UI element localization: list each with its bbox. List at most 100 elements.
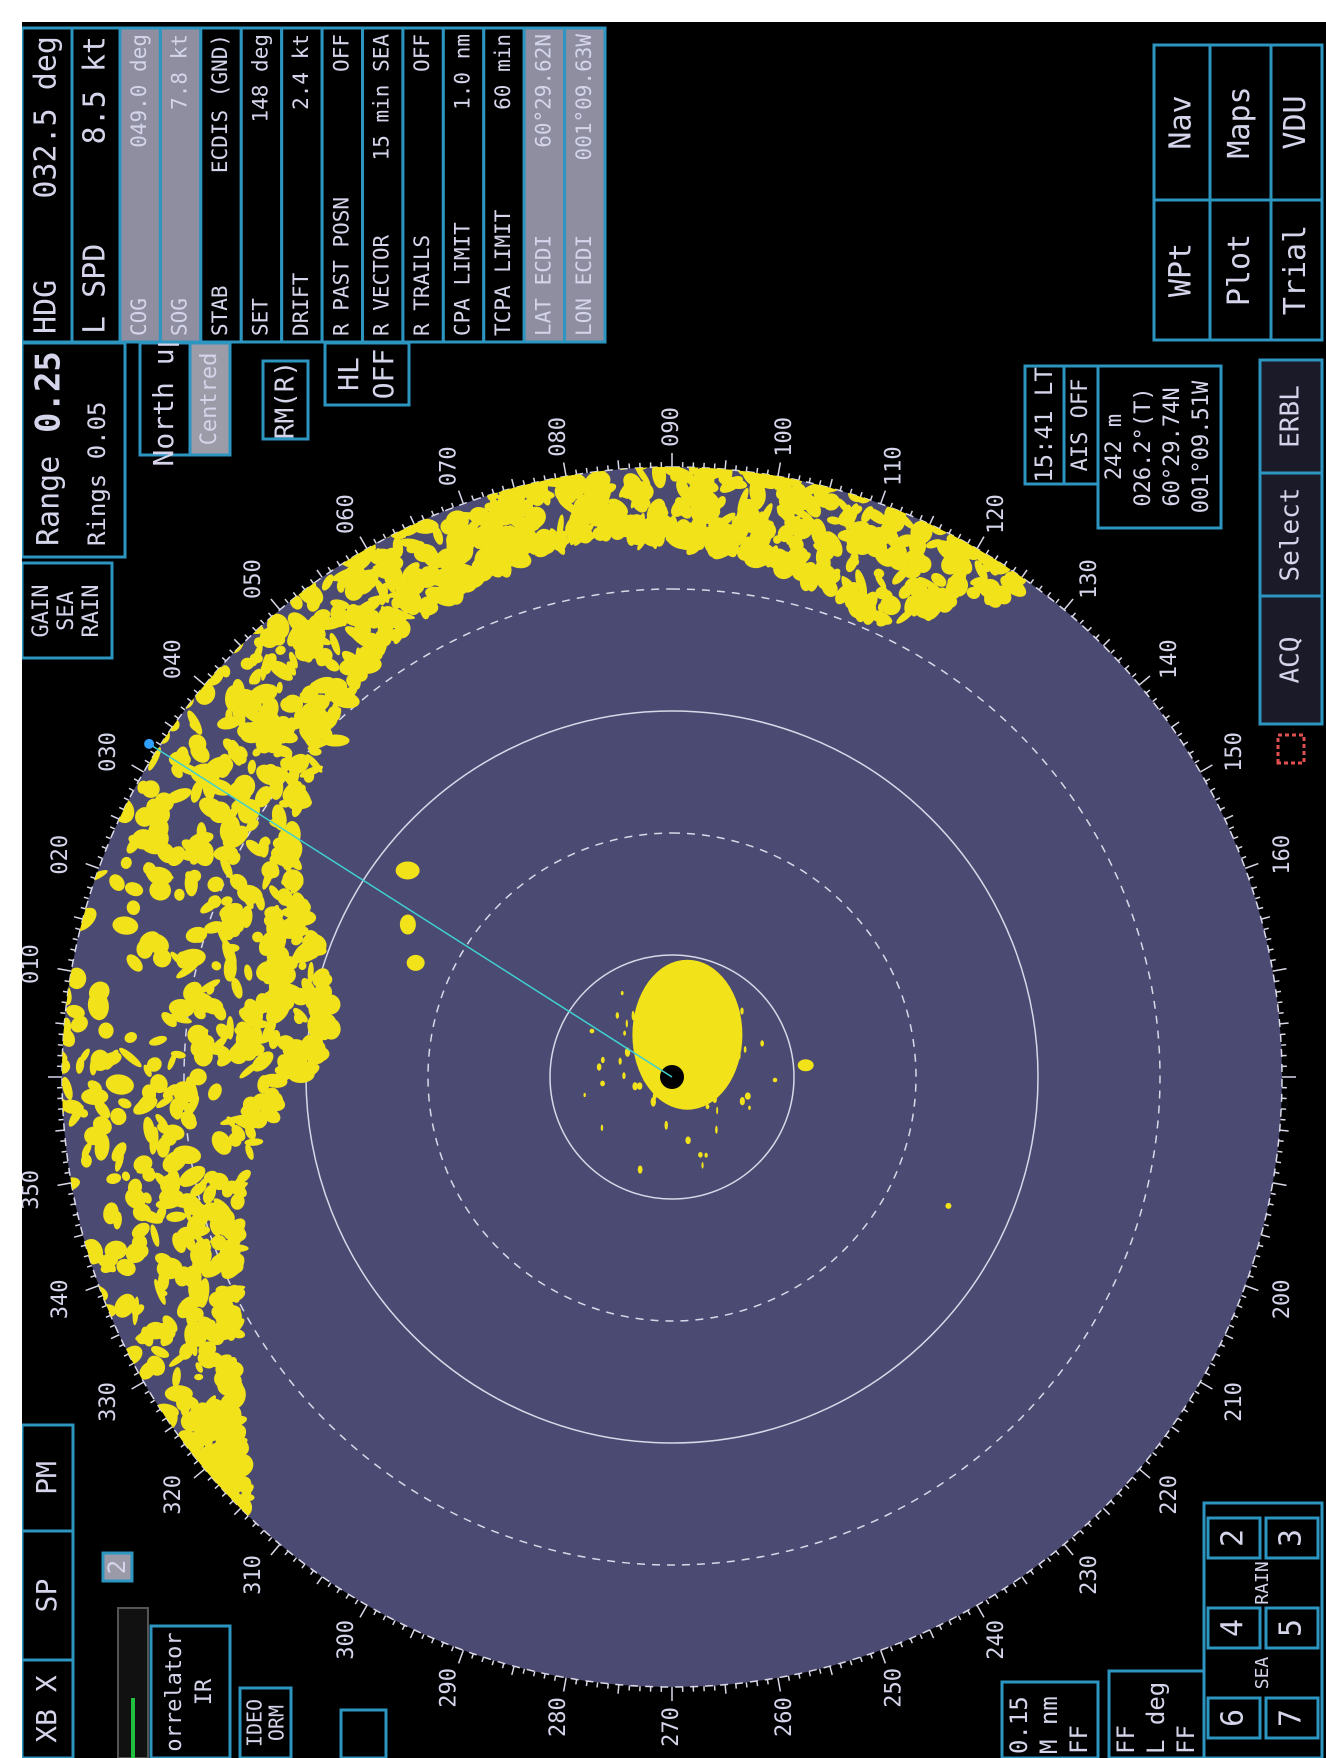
video-label: ORM [265,1705,289,1741]
echo [137,780,149,794]
bearing-tick [818,1668,822,1674]
echo [196,822,207,843]
sea-clutter [760,1040,765,1047]
sea-clutter [647,1008,650,1019]
echo [220,665,231,678]
bearing-label: 140 [1157,639,1182,679]
echo [239,1061,259,1079]
bearing-tick [849,488,853,494]
echo [208,1418,219,1439]
echo [286,661,297,676]
echo [213,1004,227,1021]
nav-row [563,26,607,344]
nav-label: LAT ECDI [531,235,555,336]
echo [164,1124,185,1141]
mode-button[interactable] [22,1423,75,1533]
heading-line-label: HL [332,357,365,391]
bearing-tick [382,533,387,539]
bearing-tick [543,475,546,481]
bearing-tick [1102,638,1111,647]
echo [777,525,794,543]
bearing-tick [1248,1274,1254,1278]
echo [298,907,311,920]
echo [203,1395,217,1411]
bearing-tick [392,1620,396,1626]
bearing-tick [1038,585,1043,591]
sea-clutter [656,979,662,989]
bearing-label: 280 [546,1697,571,1737]
keypad-key[interactable] [1206,1516,1262,1560]
bearing-tick [80,1244,86,1248]
echo [822,546,834,560]
bearing-tick [808,1671,812,1677]
rotated-display: 260 270 280 290 300 310 320 330 340 350 010 020 030 0… [19,26,1324,1758]
bearing-tick [501,1663,505,1669]
target-button[interactable] [1258,358,1324,475]
echo [189,856,199,865]
heading-marker [144,738,155,749]
echo [221,896,233,906]
echo [903,567,921,579]
bearing-tick [1279,1022,1289,1025]
menu-button-label: VDU [1278,95,1313,149]
bearing-label: 290 [437,1668,462,1708]
mode-button-label: PM [30,1461,63,1495]
bearing-tick [724,1684,727,1694]
bearing-tick [756,1680,759,1687]
echo [62,1058,71,1074]
nav-label: R PAST POSN [329,197,353,336]
bearing-tick [1110,649,1115,654]
bearing-tick [1152,697,1158,703]
echo [218,1415,248,1430]
bearing-label: 080 [546,417,571,457]
bearing-tick [316,569,323,578]
bearing-tick [798,475,801,481]
bearing-label: 150 [1222,732,1247,772]
bearing-label: 350 [19,1170,44,1210]
echo [143,1116,156,1144]
sea-clutter [698,1152,703,1158]
menu-button[interactable] [1269,43,1324,202]
bearing-tick [1194,759,1200,764]
echo [322,1018,341,1040]
motion-button[interactable] [261,359,310,441]
echo [281,873,302,886]
bearing-tick [562,1677,567,1692]
bearing-tick [109,1324,116,1328]
bearing-tick [244,1515,249,1520]
keypad-key[interactable] [1264,1516,1320,1560]
bearing-tick [150,750,156,755]
bearing-label: 260 [772,1697,797,1737]
keypad-box [1202,1501,1324,1758]
bearing-label: 200 [1270,1279,1295,1319]
bearing-tick [161,732,167,737]
bearing-tick [1268,948,1274,951]
bearing-tick [118,1343,125,1348]
echo [596,522,608,537]
echo [210,1332,225,1346]
bearing-tick [1261,916,1271,920]
scroll-button[interactable] [339,1708,388,1758]
keypad-key[interactable] [1206,1606,1262,1650]
echo [164,1385,193,1402]
bearing-label: 060 [334,494,359,534]
bearing-tick [252,626,257,632]
echo [81,1088,109,1106]
keypad-key[interactable] [1206,1696,1262,1740]
bearing-tick [522,480,526,486]
echo [208,1083,222,1101]
bearing-tick [1277,1150,1283,1153]
echo [206,984,215,995]
echo [565,530,593,541]
keypad-key[interactable] [1264,1696,1320,1740]
ebl-box[interactable] [1000,1680,1100,1758]
echo [183,1265,202,1289]
sea-clutter [625,1019,628,1028]
bearing-tick [284,1550,289,1556]
echo [213,845,238,861]
bearing-tick [316,1576,323,1585]
keypad-key[interactable] [1264,1606,1320,1650]
correlator-label: orrelator [162,1632,187,1751]
bearing-tick [1210,787,1216,792]
gain-box[interactable] [22,561,114,660]
